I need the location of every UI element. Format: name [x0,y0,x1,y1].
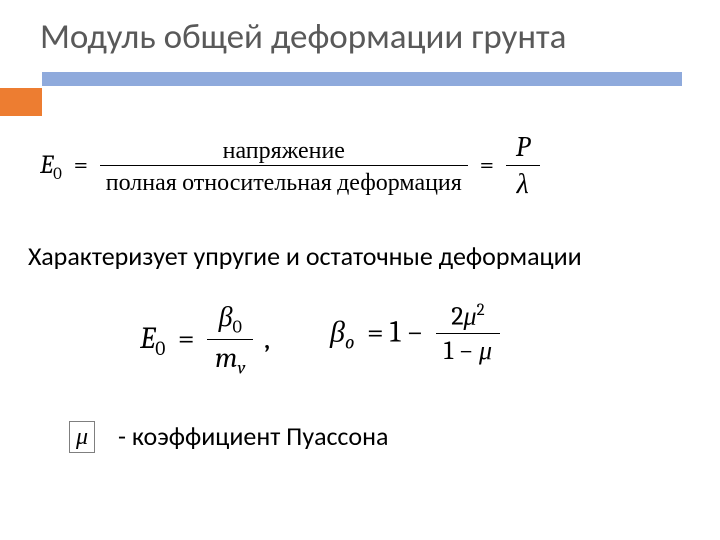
body-text-1: Характеризует упругие и остаточные дефор… [28,240,582,272]
one: 1 [390,315,401,350]
eq2b-den: 1 − μ [436,334,500,369]
accent-bar [42,72,682,86]
eq2a-num: β0 [207,300,253,340]
body-text-2: - коэффициент Пуассона [118,420,388,452]
eq2a-trail: , [260,321,270,356]
eq1-lhs-var: E [40,150,53,180]
minus-sign: − [453,336,479,366]
equation-main: E0 = напряжение полная относительная деф… [40,130,540,204]
mu-symbol-box: μ [69,421,95,453]
equation-e0-beta: E0 = β0 mv , [140,300,270,382]
minus-sign: − [400,315,429,350]
accent-tab [0,88,42,116]
eq1-numerator: напряжение [100,135,468,166]
eq1-denominator: полная относительная деформация [100,166,468,198]
equals-sign: = [68,150,94,180]
eq2a-num-sub: 0 [233,317,242,338]
eq2b-num-var: μ [464,302,477,332]
slide-title: Модуль общей деформации грунта [40,16,566,58]
eq2b-lhs-sub: o [345,331,354,354]
eq2a-num-var: β [219,301,233,333]
eq2a-lhs-sub: 0 [155,337,165,360]
eq2a-den-sub: v [238,358,246,379]
eq1-fraction-symbols: P λ [506,130,540,204]
eq2b-den-pre: 1 [444,336,453,366]
eq1-rhs-den: λ [506,166,540,204]
eq2b-den-var: μ [479,336,492,366]
eq2a-den-var: m [215,342,237,374]
slide: { "title": "Модуль общей деформации грун… [0,0,720,540]
eq2a-den: mv [207,340,253,381]
eq2a-lhs-var: E [140,321,155,356]
eq2a-fraction: β0 mv [207,300,253,382]
equals-sign: = [172,321,201,356]
eq2b-fraction: 2μ2 1 − μ [436,300,500,369]
eq1-fraction-words: напряжение полная относительная деформац… [100,135,468,198]
eq2b-num-sup: 2 [477,301,485,320]
equals-sign: = [361,315,390,350]
equation-beta-o: βo =1− 2μ2 1 − μ [330,300,500,369]
eq1-lhs-sub: 0 [53,165,62,184]
eq2b-num: 2μ2 [436,300,500,334]
eq2b-num-pre: 2 [451,302,463,332]
eq1-rhs-num: P [506,130,540,166]
equals-sign: = [474,150,500,180]
eq2b-lhs-var: β [330,315,345,350]
